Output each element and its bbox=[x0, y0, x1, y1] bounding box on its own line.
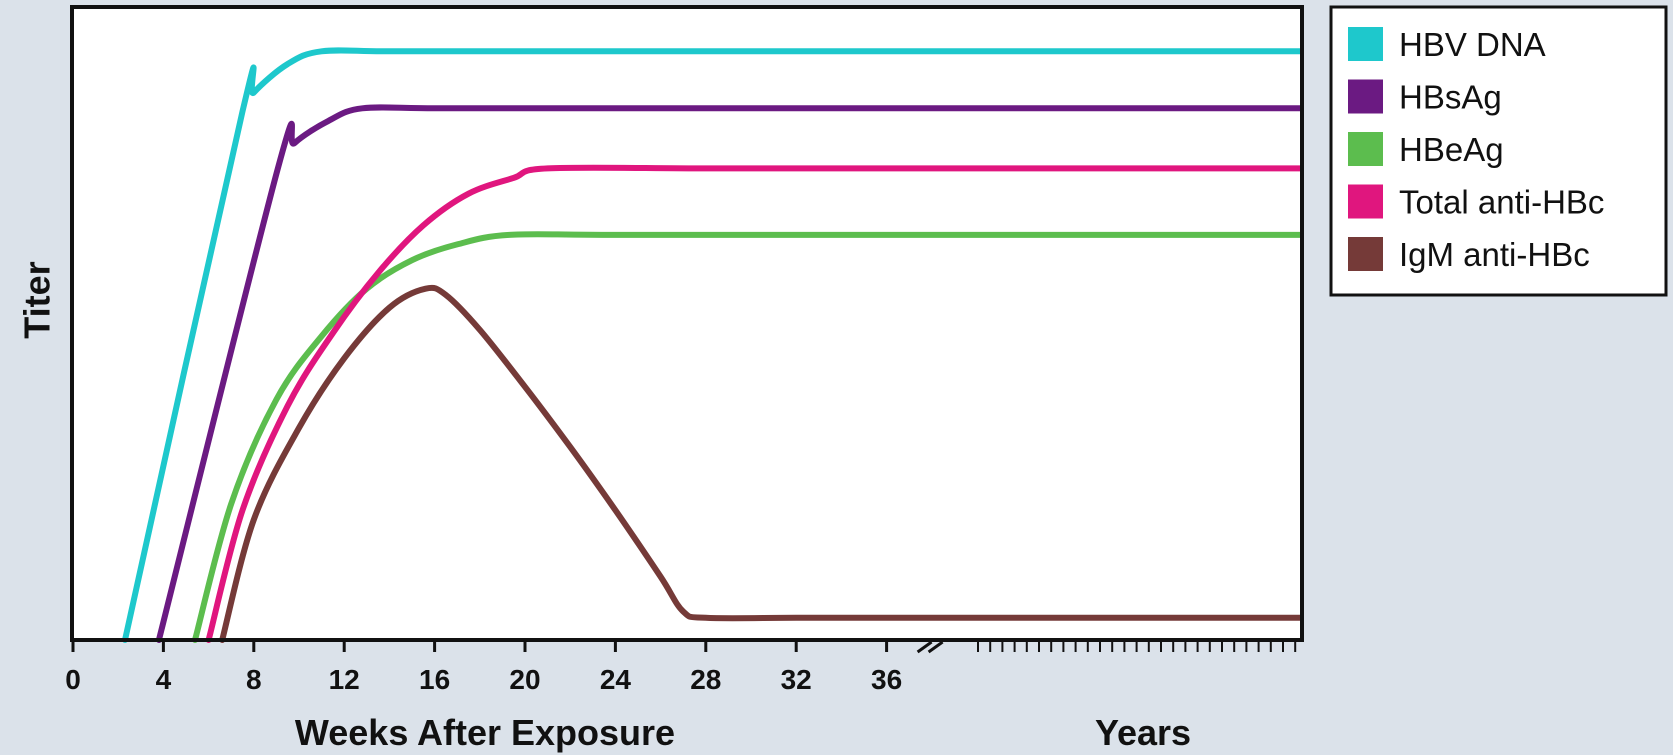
x-tick-label: 4 bbox=[156, 664, 172, 695]
x-tick-label: 16 bbox=[419, 664, 450, 695]
legend-label-hbv-dna: HBV DNA bbox=[1399, 26, 1546, 63]
x-tick-label: 32 bbox=[781, 664, 812, 695]
plot-area bbox=[70, 5, 1304, 642]
x-axis: 0 4 8 12 16 20 24 28 32 36 bbox=[65, 640, 1297, 695]
plot-background bbox=[70, 5, 1304, 642]
legend-swatch-igm-anti-hbc bbox=[1348, 237, 1383, 271]
axis-break-mark bbox=[916, 640, 933, 654]
legend-swatch-total-anti-hbc bbox=[1348, 184, 1383, 219]
series-line-total-anti-hbc bbox=[205, 164, 1303, 643]
legend-label-hbsag: HBsAg bbox=[1399, 79, 1502, 116]
legend-box bbox=[1329, 5, 1668, 297]
series-line-hbeag bbox=[192, 231, 1303, 643]
legend-swatch-hbv-dna bbox=[1348, 27, 1383, 61]
x-tick-label: 20 bbox=[509, 664, 540, 695]
legend: HBV DNA HBsAg HBeAg Total anti-HBc IgM anti-… bbox=[1329, 5, 1668, 297]
legend-swatch-hbsag bbox=[1348, 79, 1383, 114]
y-axis-title: Titer bbox=[17, 261, 58, 338]
x-tick-label: 0 bbox=[65, 664, 81, 695]
axis-break-mark bbox=[927, 640, 944, 654]
series-line-igm-anti-hbc bbox=[219, 284, 1303, 643]
legend-label-hbeag: HBeAg bbox=[1399, 131, 1504, 168]
plot-frame bbox=[70, 5, 1304, 642]
x-axis-secondary-title: Years bbox=[1095, 712, 1191, 753]
x-tick-label: 12 bbox=[329, 664, 360, 695]
x-tick-label: 8 bbox=[246, 664, 262, 695]
legend-swatch-hbeag bbox=[1348, 132, 1383, 166]
x-tick-label: 28 bbox=[690, 664, 721, 695]
series-line-hbv-dna bbox=[122, 47, 1303, 643]
legend-label-igm-anti-hbc: IgM anti-HBc bbox=[1399, 236, 1590, 273]
series-lines bbox=[122, 47, 1303, 643]
x-axis-title: Weeks After Exposure bbox=[295, 712, 675, 753]
x-tick-label: 36 bbox=[871, 664, 902, 695]
series-line-hbsag bbox=[155, 104, 1303, 643]
x-tick-label: 24 bbox=[600, 664, 632, 695]
legend-label-total-anti-hbc: Total anti-HBc bbox=[1399, 184, 1604, 221]
